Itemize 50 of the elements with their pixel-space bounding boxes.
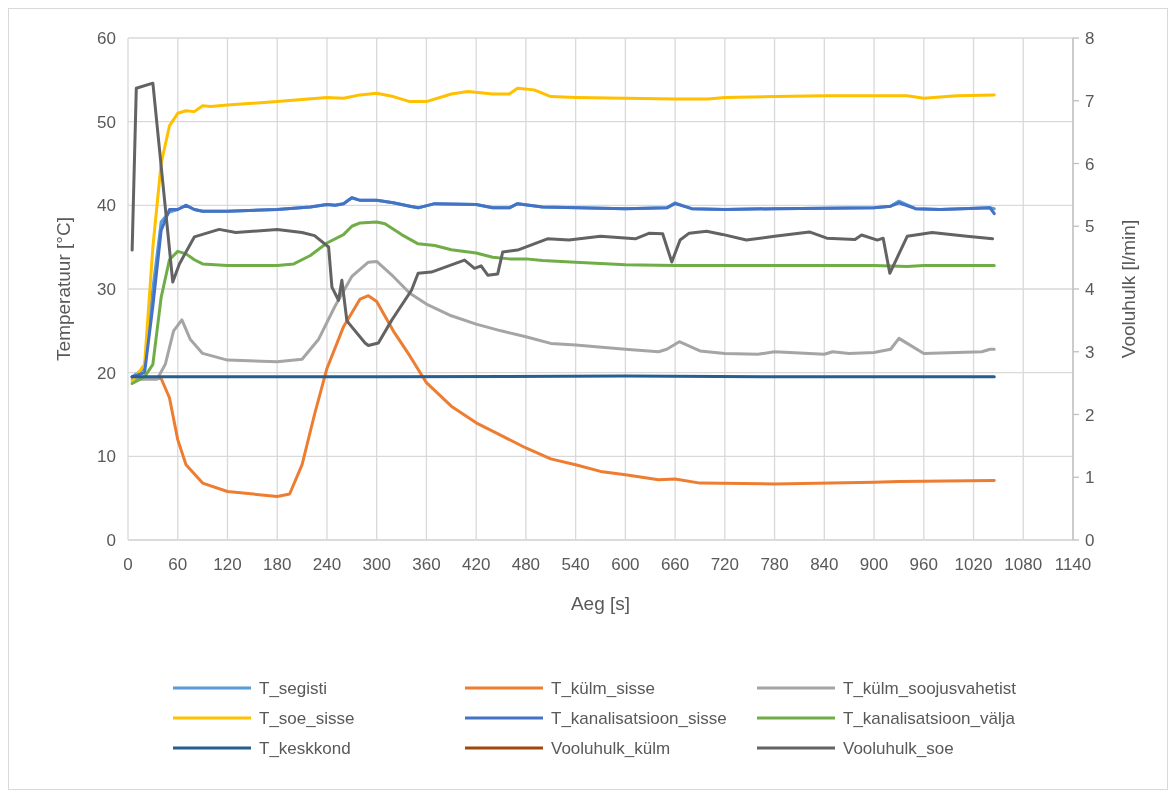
x-tick-label: 960 bbox=[909, 555, 938, 574]
x-tick-label: 900 bbox=[859, 555, 889, 574]
x-tick-label: 480 bbox=[511, 555, 541, 574]
y2-tick-label: 1 bbox=[1085, 468, 1095, 488]
x-tick-label: 600 bbox=[611, 555, 640, 574]
y2-axis-title: Vooluhulk [l/min] bbox=[1118, 219, 1139, 359]
y-tick-label: 0 bbox=[106, 531, 116, 550]
y-tick-label: 40 bbox=[97, 196, 116, 216]
legend-label: T_kanalisatsioon_sisse bbox=[551, 709, 727, 728]
x-tick-label: 1020 bbox=[954, 555, 993, 574]
y-tick-label: 30 bbox=[97, 280, 116, 299]
x-tick-label: 1140 bbox=[1054, 555, 1092, 574]
y2-tick-label: 5 bbox=[1085, 217, 1095, 237]
y2-tick-label: 7 bbox=[1085, 91, 1095, 111]
x-tick-label: 240 bbox=[312, 555, 342, 574]
x-tick-label: 120 bbox=[213, 555, 242, 574]
legend-label: Vooluhulk_külm bbox=[551, 739, 671, 758]
x-tick-label: 360 bbox=[412, 555, 441, 574]
x-tick-label: 540 bbox=[561, 555, 590, 574]
x-axis-title: Aeg [s] bbox=[570, 593, 631, 614]
x-tick-label: 720 bbox=[710, 555, 740, 574]
x-tick-label: 300 bbox=[362, 555, 391, 574]
y2-tick-label: 4 bbox=[1085, 280, 1095, 299]
x-tick-label: 60 bbox=[168, 555, 188, 574]
legend-label: T_soe_sisse bbox=[259, 709, 355, 728]
y2-tick-label: 0 bbox=[1085, 531, 1095, 550]
y2-tick-label: 2 bbox=[1085, 405, 1095, 425]
x-tick-label: 180 bbox=[263, 555, 292, 574]
x-tick-label: 660 bbox=[660, 555, 690, 574]
line-series bbox=[130, 259, 996, 381]
legend-label: T_keskkond bbox=[259, 739, 351, 758]
y-tick-label: 60 bbox=[97, 29, 116, 48]
x-tick-label: 0 bbox=[123, 555, 133, 574]
line-series bbox=[130, 220, 996, 386]
y-tick-label: 10 bbox=[97, 447, 116, 467]
y-tick-label: 20 bbox=[97, 363, 116, 383]
legend-label: T_külm_sisse bbox=[551, 679, 655, 698]
y-axis-title: Temperatuur [°C] bbox=[53, 217, 74, 361]
x-tick-label: 1080 bbox=[1004, 555, 1043, 574]
x-tick-label: 840 bbox=[810, 555, 839, 574]
x-tick-label: 780 bbox=[760, 555, 789, 574]
legend-label: Vooluhulk_soe bbox=[843, 739, 954, 758]
legend-label: T_segisti bbox=[259, 679, 328, 698]
legend-label: T_külm_soojusvahetist bbox=[843, 679, 1017, 698]
y-tick-label: 50 bbox=[97, 112, 116, 132]
y2-tick-label: 6 bbox=[1085, 154, 1095, 174]
x-tick-label: 420 bbox=[461, 555, 491, 574]
legend-label: T_kanalisatsioon_välja bbox=[843, 709, 1016, 728]
y2-tick-label: 8 bbox=[1085, 29, 1095, 48]
y2-tick-label: 3 bbox=[1085, 342, 1095, 362]
